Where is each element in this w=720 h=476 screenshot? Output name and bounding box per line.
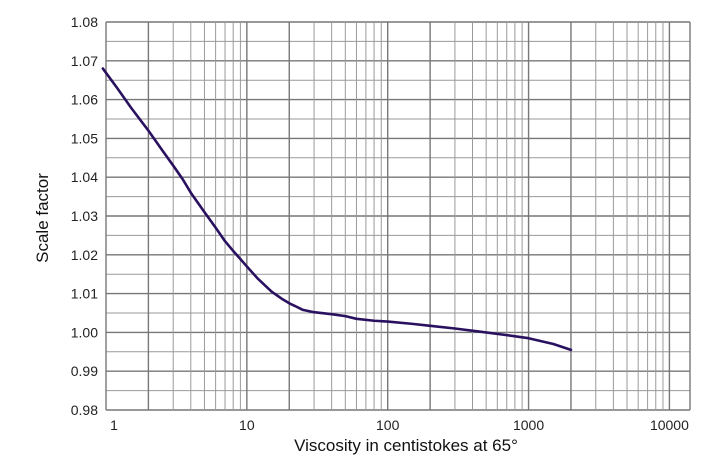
- x-axis-title: Viscosity in centistokes at 65°: [294, 436, 518, 455]
- x-tick-label: 1: [110, 417, 118, 433]
- y-tick-label: 1.04: [71, 169, 98, 185]
- y-tick-label: 1.05: [71, 130, 98, 146]
- x-tick-label: 1000: [513, 417, 544, 433]
- x-tick-label: 10: [239, 417, 255, 433]
- y-tick-label: 1.07: [71, 53, 98, 69]
- y-axis-ticks: 0.98 0.99 1.00 1.01 1.02 1.03 1.04 1.05 1.06 1.07…: [71, 14, 98, 418]
- y-tick-label: 1.06: [71, 92, 98, 108]
- y-tick-label: 0.99: [71, 363, 98, 379]
- series-line: [101, 67, 573, 352]
- y-tick-label: 1.03: [71, 208, 98, 224]
- y-axis-title: Scale factor: [33, 173, 52, 263]
- series-line-group: [101, 67, 573, 352]
- y-tick-label: 1.08: [71, 14, 98, 30]
- x-tick-label: 10000: [650, 417, 689, 433]
- x-axis-ticks: 1 10 100 1000 10000: [110, 417, 689, 433]
- y-tick-label: 1.02: [71, 247, 98, 263]
- y-tick-label: 1.01: [71, 286, 98, 302]
- x-tick-label: 100: [376, 417, 400, 433]
- y-tick-label: 0.98: [71, 402, 98, 418]
- y-tick-label: 1.00: [71, 324, 98, 340]
- grid: [105, 21, 691, 411]
